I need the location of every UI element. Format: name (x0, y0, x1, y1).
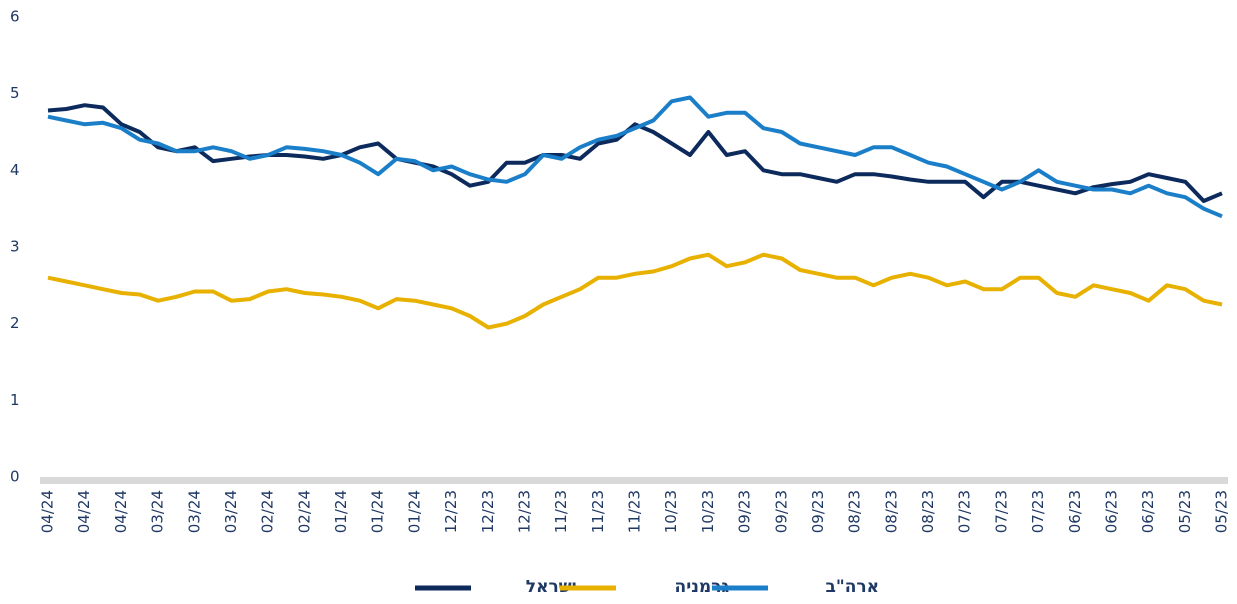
legend-label: ישראל (526, 577, 577, 597)
x-tick-label: 01/24 (332, 490, 350, 533)
x-tick-label: 01/24 (369, 490, 387, 533)
x-tick-label: 06/23 (1066, 490, 1084, 533)
x-tick-label: 12/23 (442, 490, 460, 533)
x-tick-label: 03/24 (222, 490, 240, 533)
x-tick-label: 10/23 (662, 490, 680, 533)
x-tick-label: 12/23 (515, 490, 533, 533)
x-tick-label: 04/24 (112, 490, 130, 533)
y-tick-label: 6 (10, 8, 20, 26)
x-tick-label: 07/23 (1029, 490, 1047, 533)
x-tick-label: 08/23 (919, 490, 937, 533)
y-tick-label: 2 (10, 314, 20, 332)
x-tick-label: 04/24 (75, 490, 93, 533)
x-tick-label: 03/24 (149, 490, 167, 533)
y-tick-label: 5 (10, 84, 20, 102)
x-tick-label: 05/23 (1213, 490, 1231, 533)
y-tick-label: 3 (10, 238, 20, 256)
y-tick-label: 4 (10, 161, 20, 179)
x-tick-label: 08/23 (846, 490, 864, 533)
series-line (47, 252, 1223, 330)
x-tick-label: 09/23 (809, 490, 827, 533)
x-tick-label: 04/24 (39, 490, 57, 533)
x-tick-label: 09/23 (736, 490, 754, 533)
series-line (47, 103, 1223, 203)
x-tick-label: 07/23 (956, 490, 974, 533)
x-tick-label: 11/23 (552, 490, 570, 533)
x-tick-label: 03/24 (185, 490, 203, 533)
x-tick-label: 12/23 (479, 490, 497, 533)
x-tick-label: 06/23 (1102, 490, 1120, 533)
x-tick-label: 10/23 (699, 490, 717, 533)
x-tick-label: 08/23 (882, 490, 900, 533)
y-tick-label: 0 (10, 468, 20, 486)
legend-label: ארה"ב (826, 577, 880, 597)
x-tick-label: 11/23 (589, 490, 607, 533)
x-tick-label: 01/24 (405, 490, 423, 533)
x-tick-label: 06/23 (1139, 490, 1157, 533)
legend-label: גרמניה (675, 577, 730, 597)
series-line (47, 95, 1223, 219)
x-tick-label: 05/23 (1176, 490, 1194, 533)
x-tick-label: 11/23 (626, 490, 644, 533)
x-tick-label: 02/24 (259, 490, 277, 533)
y-tick-label: 1 (10, 391, 20, 409)
x-axis (40, 477, 1228, 484)
x-tick-label: 09/23 (772, 490, 790, 533)
x-tick-label: 02/24 (295, 490, 313, 533)
x-tick-label: 07/23 (992, 490, 1010, 533)
